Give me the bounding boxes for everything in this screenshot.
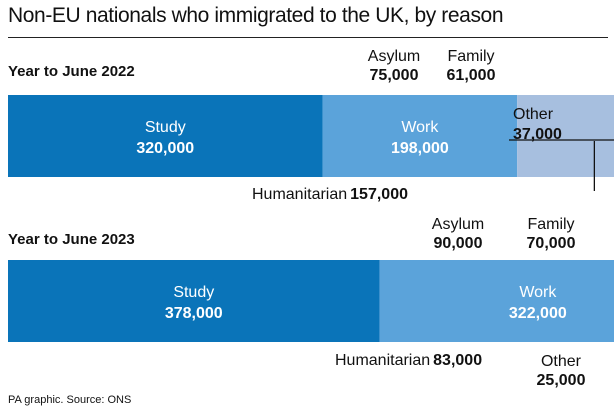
category-label-1: Year to June 2023 [8, 231, 135, 248]
source-note: PA graphic. Source: ONS [8, 394, 132, 406]
series-label-family-0: Family [447, 48, 494, 65]
data-label-study-1: 378,000 [165, 305, 223, 322]
data-label-humanitarian-1: 83,000 [433, 352, 482, 369]
data-label-humanitarian-0: 157,000 [350, 186, 408, 203]
data-label-other-1: 25,000 [537, 372, 586, 389]
chart-title: Non-EU nationals who immigrated to the U… [8, 4, 504, 27]
series-label-humanitarian-1: Humanitarian [335, 352, 430, 369]
series-label-study-0: Study [145, 119, 186, 136]
series-label-other-1: Other [541, 353, 582, 370]
data-label-work-1: 322,000 [509, 305, 567, 322]
bar-work-0 [322, 95, 518, 177]
bar-study-0 [8, 95, 323, 177]
bar-work-1 [379, 260, 614, 342]
bar-humanitarian-0 [517, 95, 614, 177]
data-label-asylum-1: 90,000 [434, 235, 483, 252]
series-label-study-1: Study [173, 284, 214, 301]
bar-study-1 [8, 260, 380, 342]
series-label-other-0: Other [513, 106, 554, 123]
series-label-work-0: Work [401, 119, 439, 136]
series-label-work-1: Work [519, 284, 557, 301]
data-label-other-0: 37,000 [513, 126, 562, 143]
series-label-humanitarian-0: Humanitarian [252, 186, 347, 203]
data-label-study-0: 320,000 [136, 140, 194, 157]
data-label-work-0: 198,000 [391, 140, 449, 157]
series-label-asylum-0: Asylum [368, 48, 420, 65]
data-label-family-1: 70,000 [527, 235, 576, 252]
data-label-asylum-0: 75,000 [370, 67, 419, 84]
series-label-family-1: Family [527, 216, 574, 233]
category-label-0: Year to June 2022 [8, 63, 135, 80]
series-label-asylum-1: Asylum [432, 216, 484, 233]
data-label-family-0: 61,000 [447, 67, 496, 84]
title-rule [8, 37, 608, 38]
